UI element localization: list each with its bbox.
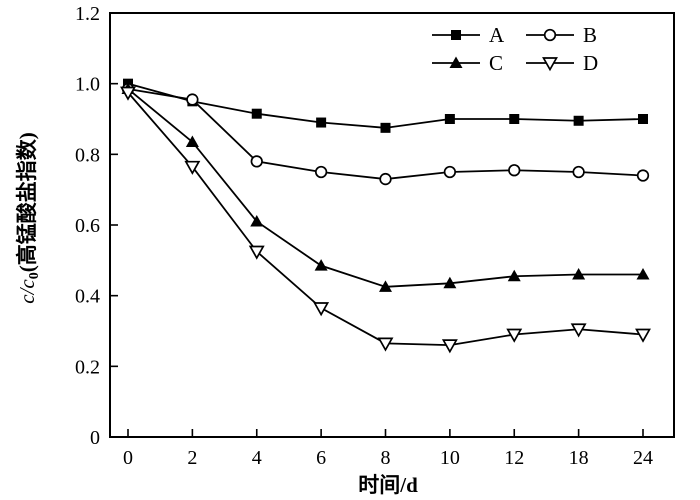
series-marker-C <box>250 214 264 227</box>
series-marker-B <box>508 164 521 177</box>
legend-marker-B <box>543 28 557 42</box>
series-line-B <box>127 88 644 180</box>
series-marker-D <box>506 328 523 343</box>
series-marker-D <box>441 339 458 354</box>
y-axis-title: c/c0(高锰酸盐指数) <box>15 132 42 303</box>
x-tick-label: 6 <box>316 447 326 469</box>
x-tick-label: 4 <box>252 447 262 469</box>
y-tick-label: 0.4 <box>75 286 100 308</box>
legend-marker-D <box>542 57 558 72</box>
series-marker-C <box>507 269 521 282</box>
series-marker-C <box>572 267 586 280</box>
series-marker-C <box>185 135 199 147</box>
legend-label-B: B <box>583 23 597 47</box>
series-line-A <box>127 82 644 129</box>
series-marker-A <box>573 115 584 126</box>
y-tick-label: 1.2 <box>75 3 100 25</box>
y-tick-label: 0 <box>90 427 100 449</box>
y-axis-title-unit: (高锰酸盐指数) <box>15 132 39 272</box>
series-marker-D <box>570 323 587 338</box>
series-marker-A <box>638 114 648 124</box>
plot-border <box>109 12 675 438</box>
series-marker-B <box>443 165 457 179</box>
series-marker-D <box>635 328 651 343</box>
series-marker-A <box>380 122 391 133</box>
x-tick-label: 8 <box>381 447 391 469</box>
x-tick-label: 0 <box>123 447 133 469</box>
legend-label-C: C <box>489 51 503 75</box>
series-marker-D <box>313 302 330 317</box>
series-marker-D <box>184 160 201 175</box>
x-tick-label: 10 <box>440 447 460 469</box>
series-marker-A <box>316 117 327 128</box>
x-tick-label: 12 <box>504 447 524 469</box>
series-marker-B <box>572 165 585 179</box>
y-tick-label: 1.0 <box>75 74 100 96</box>
series-marker-C <box>314 259 328 271</box>
y-tick-label: 0.8 <box>75 144 100 166</box>
y-tick-label: 0.6 <box>75 215 100 237</box>
legend-marker-A <box>451 30 461 40</box>
series-marker-B <box>379 172 392 186</box>
plot-area: 1.21.00.80.60.40.200 2 4 6 8 10 12 18 24A BC D <box>75 3 675 469</box>
series-marker-C <box>636 267 650 280</box>
series-marker-B <box>186 93 199 106</box>
x-tick-label: 2 <box>187 447 197 469</box>
x-axis-title: 时间/d <box>358 473 418 497</box>
legend-label-D: D <box>583 51 598 75</box>
series-marker-C <box>443 276 457 289</box>
series-marker-B <box>314 165 328 179</box>
series-marker-A <box>444 114 455 124</box>
y-tick-label: 0.2 <box>75 356 100 378</box>
series-marker-B <box>636 169 650 182</box>
series-marker-D <box>377 337 394 352</box>
x-tick-label: 18 <box>569 447 589 469</box>
series-marker-A <box>509 114 520 124</box>
series-marker-B <box>250 155 263 168</box>
y-axis-title-subscript: 0 <box>27 272 42 279</box>
series-line-C <box>127 88 643 288</box>
series-marker-D <box>120 86 136 101</box>
x-tick-label: 24 <box>633 447 653 469</box>
legend-marker-C <box>449 56 463 68</box>
legend-label-A: A <box>489 23 505 47</box>
series-marker-A <box>251 108 262 119</box>
series-marker-C <box>379 280 392 292</box>
y-axis-title-ratio: c/c <box>15 279 39 304</box>
series-marker-D <box>248 245 265 260</box>
